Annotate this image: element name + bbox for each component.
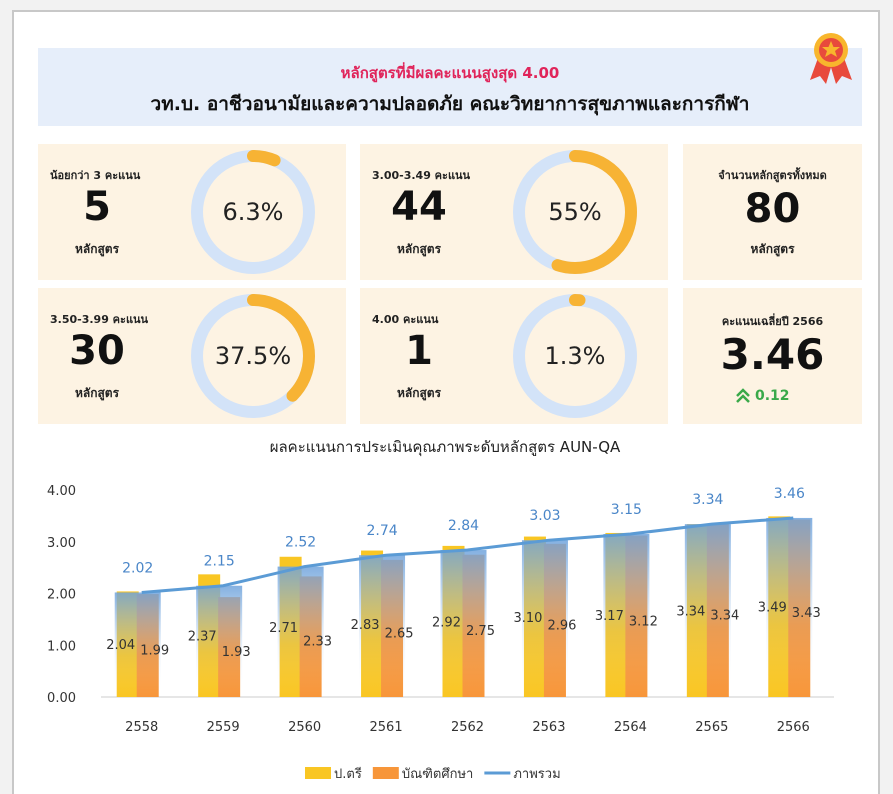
x-tick-label: 2565 — [695, 720, 728, 735]
total-label: จำนวนหลักสูตรทั้งหมด — [718, 169, 827, 182]
x-tick-label: 2560 — [288, 720, 321, 735]
data-label: 2.33 — [303, 635, 332, 650]
donut-arc — [513, 150, 637, 274]
donut-label: 55% — [548, 198, 601, 226]
total-unit: หลักสูตร — [750, 242, 795, 256]
medal-icon — [810, 33, 852, 84]
data-label: 3.17 — [595, 609, 624, 624]
card-count: 1 — [405, 328, 433, 374]
data-label: 3.43 — [792, 606, 821, 621]
card-unit: หลักสูตร — [74, 242, 120, 256]
overall-shade — [684, 524, 731, 697]
data-label: 3.34 — [710, 609, 739, 624]
data-label: 2.92 — [432, 615, 461, 630]
donut: 1.3% — [513, 294, 637, 418]
x-tick-label: 2562 — [451, 720, 484, 735]
overall-shade — [521, 540, 568, 697]
stat-card: 3.00-3.49 คะแนน 44 หลักสูตร 55% — [360, 144, 668, 280]
line-label: 3.46 — [774, 486, 805, 502]
data-label: 2.04 — [106, 638, 135, 653]
legend-swatch — [305, 767, 331, 779]
data-label: 3.12 — [629, 614, 658, 629]
donut: 6.3% — [191, 150, 315, 274]
x-tick-label: 2561 — [370, 720, 403, 735]
y-tick-label: 4.00 — [47, 484, 76, 499]
legend-label: บัณฑิตศึกษา — [402, 767, 474, 782]
overall-shade — [359, 555, 406, 697]
average-change: 0.12 — [755, 388, 790, 404]
total-card: จำนวนหลักสูตรทั้งหมด 80 หลักสูตร — [683, 144, 862, 280]
x-tick-label: 2559 — [207, 720, 240, 735]
line-label: 3.15 — [611, 502, 642, 518]
card-label: 3.50-3.99 คะแนน — [50, 313, 149, 326]
up-icon — [736, 388, 750, 403]
data-label: 2.71 — [269, 621, 298, 636]
donut-arc — [191, 150, 315, 274]
donut-arc — [191, 294, 315, 418]
average-label: คะแนนเฉลี่ยปี 2566 — [721, 315, 824, 328]
data-label: 3.10 — [513, 611, 542, 626]
data-label: 1.93 — [222, 645, 251, 660]
donut: 37.5% — [191, 294, 315, 418]
data-label: 3.49 — [758, 601, 787, 616]
data-label: 2.65 — [385, 626, 414, 641]
line-label: 3.03 — [529, 508, 560, 524]
line-label: 2.84 — [448, 518, 479, 534]
x-tick-label: 2566 — [777, 720, 810, 735]
donut-label: 6.3% — [223, 198, 284, 226]
donut-arc — [513, 294, 637, 418]
overall-shade — [114, 592, 161, 697]
subtitle: หลักสูตรที่มีผลคะแนนสูงสุด 4.00 — [340, 64, 560, 82]
card-unit: หลักสูตร — [396, 242, 442, 256]
card-count: 44 — [391, 184, 447, 230]
line-label: 2.02 — [122, 560, 153, 576]
data-label: 3.34 — [676, 605, 705, 620]
header: หลักสูตรที่มีผลคะแนนสูงสุด 4.00 วท.บ. อา… — [38, 48, 862, 126]
overall-shade — [277, 566, 324, 697]
chart: ผลคะแนนการประเมินคุณภาพระดับหลักสูตร AUN… — [47, 438, 834, 782]
legend-label: ภาพรวม — [513, 767, 560, 782]
stat-card: 3.50-3.99 คะแนน 30 หลักสูตร 37.5% — [38, 288, 346, 424]
x-tick-label: 2564 — [614, 720, 647, 735]
donut-label: 1.3% — [545, 342, 606, 370]
line-label: 2.74 — [366, 523, 397, 539]
chart-title: ผลคะแนนการประเมินคุณภาพระดับหลักสูตร AUN… — [270, 438, 621, 457]
data-label: 1.99 — [140, 644, 169, 659]
data-label: 2.75 — [466, 624, 495, 639]
line-label: 2.52 — [285, 535, 316, 551]
legend-label: ป.ตรี — [334, 766, 362, 782]
line-label: 3.34 — [692, 492, 723, 508]
x-tick-label: 2563 — [532, 720, 565, 735]
card-label: 4.00 คะแนน — [372, 313, 439, 326]
overall-shade — [766, 517, 813, 697]
line — [141, 516, 794, 594]
y-tick-label: 1.00 — [47, 639, 76, 654]
card-count: 5 — [83, 184, 111, 230]
y-tick-label: 2.00 — [47, 588, 76, 603]
overall-shade — [603, 533, 650, 697]
title: วท.บ. อาชีวอนามัยและความปลอดภัย คณะวิทยา… — [150, 93, 750, 115]
data-label: 2.96 — [547, 618, 576, 633]
x-tick-label: 2558 — [125, 720, 158, 735]
donut: 55% — [513, 150, 637, 274]
card-label: 3.00-3.49 คะแนน — [372, 169, 471, 182]
overall-shade — [440, 550, 487, 697]
card-label: น้อยกว่า 3 คะแนน — [50, 169, 141, 182]
data-label: 2.37 — [188, 630, 217, 645]
average-card: คะแนนเฉลี่ยปี 2566 3.46 0.12 — [683, 288, 862, 424]
card-count: 30 — [69, 328, 125, 374]
donut-label: 37.5% — [215, 342, 291, 370]
data-label: 2.83 — [351, 618, 380, 633]
line-label: 2.15 — [204, 554, 235, 570]
stat-card: น้อยกว่า 3 คะแนน 5 หลักสูตร 6.3% — [38, 144, 346, 280]
y-tick-label: 0.00 — [47, 691, 76, 706]
stat-card: 4.00 คะแนน 1 หลักสูตร 1.3% — [360, 288, 668, 424]
total-value: 80 — [744, 186, 801, 232]
card-unit: หลักสูตร — [74, 386, 120, 400]
card-unit: หลักสูตร — [396, 386, 442, 400]
legend-swatch — [372, 767, 399, 779]
average-value: 3.46 — [720, 330, 825, 379]
overall-shade — [196, 585, 243, 697]
y-tick-label: 3.00 — [47, 536, 76, 551]
